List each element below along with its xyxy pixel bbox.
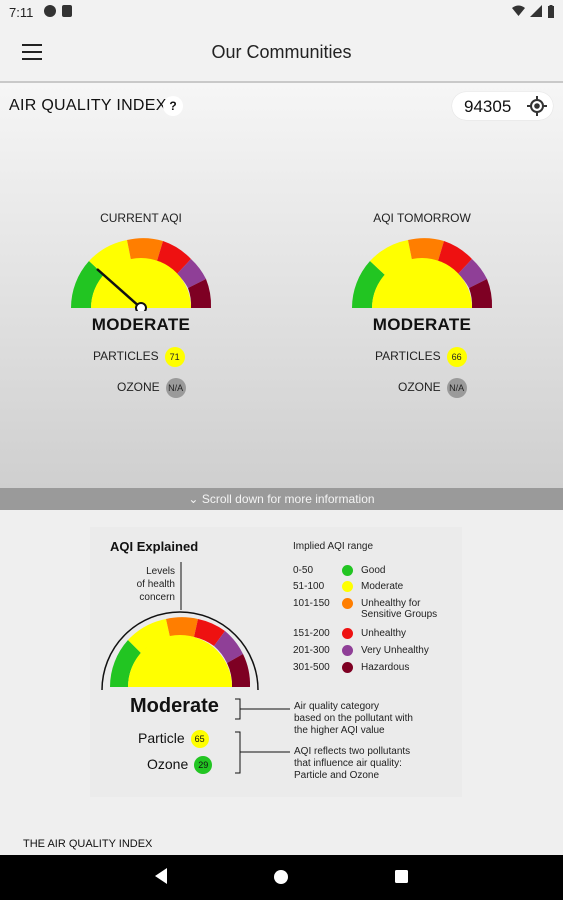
legend-range: 101-150 [293, 598, 330, 609]
aqi-summary-section: AIR QUALITY INDEX ? 94305 CURRENT AQI MO… [0, 83, 563, 488]
current-aqi-dial [70, 238, 212, 311]
explained-category: Moderate [130, 695, 219, 717]
scroll-hint-text: Scroll down for more information [201, 492, 375, 506]
aqi-explained-panel: AQI Explained Levels of health concern I… [90, 527, 462, 797]
legend-range: 151-200 [293, 628, 330, 639]
note-line: that influence air quality: [294, 758, 402, 769]
page-title: Our Communities [211, 42, 352, 62]
legend-swatch [342, 598, 353, 609]
battery-icon [548, 5, 554, 18]
note-line: Particle and Ozone [294, 770, 380, 781]
legend-range: 51-100 [293, 581, 325, 592]
levels-label-line: of health [136, 579, 175, 590]
legend-name: Unhealthy for Sensitive Groups [361, 598, 437, 620]
pollutants-note: AQI reflects two pollutants that influen… [294, 746, 454, 782]
explained-ozone-badge: 29 [194, 756, 213, 775]
help-button[interactable]: ? [163, 96, 183, 116]
legend-name-line: Sensitive Groups [361, 609, 438, 620]
current-ozone-label: OZONE [117, 380, 160, 395]
app-bar: Our Communities [0, 26, 563, 83]
tomorrow-aqi-caption: AQI TOMORROW [373, 211, 471, 225]
my-location-icon[interactable] [527, 96, 547, 116]
legend-name: Moderate [361, 581, 404, 592]
legend-range: 201-300 [293, 645, 330, 656]
current-aqi-category: MODERATE [91, 315, 191, 334]
zip-code-field[interactable]: 94305 [452, 92, 553, 120]
legend-range: 301-500 [293, 662, 330, 673]
wifi-icon [512, 5, 525, 16]
explained-particle-label: Particle [138, 730, 185, 746]
current-particles-row: PARTICLES 71 [93, 347, 185, 367]
explained-particle-row: Particle 65 [138, 730, 209, 749]
current-particles-label: PARTICLES [93, 349, 159, 364]
levels-label: Levels of health concern [120, 565, 175, 604]
home-icon[interactable] [273, 869, 289, 885]
status-time: 7:11 [9, 5, 34, 20]
tomorrow-aqi-category: MODERATE [372, 315, 472, 334]
recents-icon[interactable] [394, 869, 409, 884]
legend-name: Good [361, 565, 386, 576]
legend-swatch [342, 565, 353, 576]
section-heading: THE AIR QUALITY INDEX [23, 838, 153, 850]
tomorrow-aqi-gauge: AQI TOMORROW MODERATE [322, 211, 522, 335]
current-particles-badge: 71 [164, 347, 185, 367]
legend-name-line: Unhealthy for [361, 598, 421, 609]
tomorrow-aqi-dial [351, 238, 493, 308]
implied-range-title: Implied AQI range [293, 541, 374, 552]
aqi-explained-title: AQI Explained [110, 539, 199, 554]
note-line: based on the pollutant with [294, 713, 413, 724]
back-icon[interactable] [153, 867, 169, 885]
legend-swatch [342, 628, 353, 639]
note-line: Air quality category [294, 701, 380, 712]
legend-name: Very Unhealthy [361, 645, 429, 656]
aqi-title: AIR QUALITY INDEX [9, 97, 167, 114]
legend-name: Hazardous [361, 662, 410, 673]
status-bar: 7:11 [0, 0, 563, 26]
tomorrow-ozone-row: OZONE N/A [398, 378, 467, 398]
signal-icon [530, 5, 542, 17]
current-ozone-badge: N/A [165, 378, 186, 398]
levels-label-line: Levels [146, 566, 175, 577]
legend-swatch [342, 645, 353, 656]
tomorrow-particles-row: PARTICLES 66 [375, 347, 467, 367]
sync-icon [44, 5, 56, 17]
legend-name: Unhealthy [361, 628, 407, 639]
tomorrow-ozone-badge: N/A [446, 378, 467, 398]
category-note: Air quality category based on the pollut… [294, 701, 454, 737]
current-ozone-row: OZONE N/A [117, 378, 186, 398]
current-aqi-gauge: CURRENT AQI MODERATE [41, 211, 241, 335]
tomorrow-ozone-label: OZONE [398, 380, 441, 395]
legend-swatch [342, 662, 353, 673]
note-line: AQI reflects two pollutants [294, 746, 411, 757]
sd-card-icon [62, 5, 72, 17]
system-nav-bar [0, 855, 563, 900]
tomorrow-particles-badge: 66 [446, 347, 467, 367]
menu-icon[interactable] [22, 44, 42, 60]
chevron-down-icon: ⌄ [188, 492, 199, 506]
scroll-hint-bar[interactable]: ⌄ Scroll down for more information [0, 488, 563, 510]
levels-label-line: concern [139, 592, 175, 603]
zip-code-value: 94305 [464, 97, 512, 116]
tomorrow-particles-label: PARTICLES [375, 349, 441, 364]
legend-swatch [342, 581, 353, 592]
explained-particle-badge: 65 [190, 730, 209, 749]
explained-ozone-row: Ozone 29 [147, 756, 213, 775]
note-line: the higher AQI value [294, 725, 385, 736]
current-aqi-caption: CURRENT AQI [100, 211, 182, 225]
explained-ozone-label: Ozone [147, 756, 189, 772]
legend-range: 0-50 [293, 565, 314, 576]
explained-diagram [101, 562, 290, 774]
